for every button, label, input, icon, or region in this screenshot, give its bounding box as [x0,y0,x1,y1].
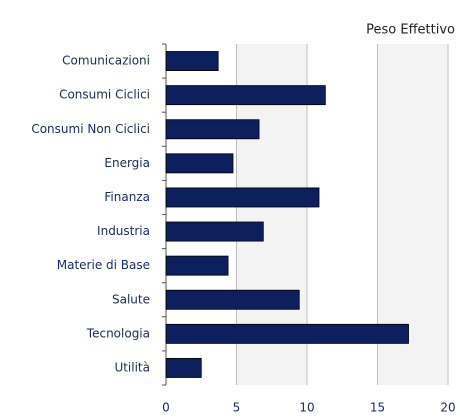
y-tick-label: Utilità [114,360,150,374]
x-tick-label: 0 [162,401,170,415]
bar [165,119,260,140]
bar [165,187,320,208]
bar [165,51,219,71]
y-tick-label: Tecnologia [86,326,150,340]
x-tick-label: 10 [299,401,314,415]
y-tick-label: Comunicazioni [62,54,150,68]
bar [165,323,409,344]
y-tick-label: Consumi Ciclici [59,88,150,102]
y-tick-label: Salute [112,292,150,306]
bar [165,358,202,378]
y-tick-label: Finanza [104,190,150,204]
bar [165,221,264,242]
x-tick-label: 15 [370,401,385,415]
bar [165,289,300,310]
y-tick-label: Consumi Non Ciclici [31,122,150,136]
y-tick-label: Energia [104,156,150,170]
bar [165,153,234,174]
bar [165,255,229,276]
y-tick-label: Industria [97,224,150,238]
x-tick-label: 5 [233,401,241,415]
bar [165,85,326,106]
y-tick-label: Materie di Base [57,258,150,272]
chart-title: Peso Effettivo [366,23,455,38]
x-tick-label: 20 [440,401,455,415]
